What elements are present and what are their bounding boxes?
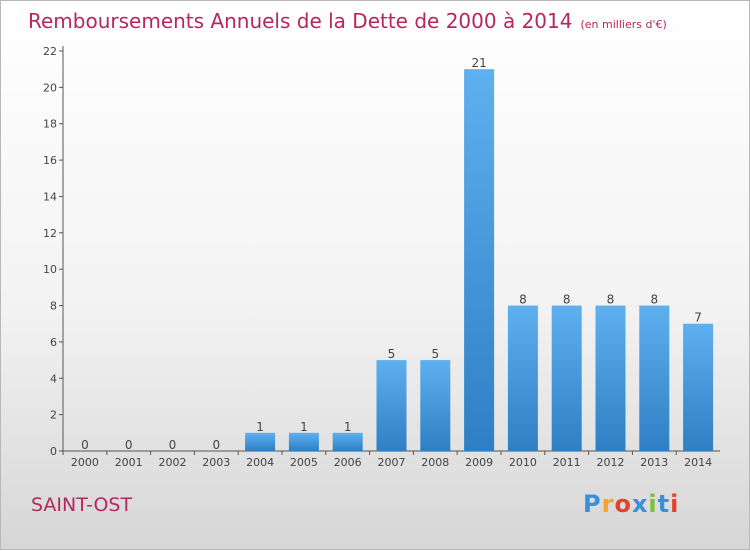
bar-value-label: 1 [300,420,308,434]
bar-value-label: 0 [169,438,177,452]
x-tick-label: 2013 [640,456,668,469]
x-tick-label: 2009 [465,456,493,469]
bar-value-label: 8 [607,293,615,307]
x-tick-label: 2000 [71,456,99,469]
y-tick-label: 10 [43,263,57,276]
bar [507,305,538,451]
x-tick-label: 2007 [378,456,406,469]
x-tick-label: 2002 [159,456,187,469]
logo-letter: i [648,490,658,518]
y-tick-label: 16 [43,154,57,167]
x-tick-label: 2011 [553,456,581,469]
x-tick-label: 2008 [421,456,449,469]
x-tick-label: 2003 [202,456,230,469]
place-name: SAINT-OST [31,494,133,516]
y-tick-label: 0 [50,445,57,458]
bar-value-label: 1 [256,420,264,434]
bar [639,305,670,451]
chart-title: Remboursements Annuels de la Dette de 20… [28,9,667,33]
bar-value-label: 7 [694,311,702,325]
bar-value-label: 8 [650,293,658,307]
y-tick-label: 6 [50,336,57,349]
y-tick-label: 8 [50,300,57,313]
logo-letter: P [583,490,602,518]
bar [420,360,451,451]
bar [332,432,363,451]
bar [551,305,582,451]
logo-letter: i [670,490,680,518]
logo-letter: r [601,490,615,518]
x-tick-label: 2004 [246,456,274,469]
y-tick-label: 22 [43,45,57,58]
y-tick-label: 18 [43,118,57,131]
bar-value-label: 8 [519,293,527,307]
y-tick-label: 2 [50,409,57,422]
bar [464,69,495,451]
y-tick-label: 12 [43,227,57,240]
x-tick-label: 2012 [597,456,625,469]
bar-value-label: 5 [388,347,396,361]
x-tick-label: 2006 [334,456,362,469]
x-tick-label: 2005 [290,456,318,469]
bar-value-label: 0 [212,438,220,452]
bar-value-label: 21 [471,56,486,70]
y-tick-label: 20 [43,81,57,94]
proxiti-logo: Proxiti [583,490,679,518]
x-tick-label: 2014 [684,456,712,469]
chart-title-text: Remboursements Annuels de la Dette de 20… [28,9,573,33]
bar [595,305,626,451]
chart-unit: (en milliers d'€) [580,18,667,31]
y-tick-label: 4 [50,372,57,385]
bar-value-label: 5 [431,347,439,361]
bar-value-label: 0 [125,438,133,452]
x-tick-label: 2001 [115,456,143,469]
logo-letter: o [614,490,632,518]
bar-value-label: 8 [563,293,571,307]
bar-value-label: 1 [344,420,352,434]
bar-value-label: 0 [81,438,89,452]
bar [245,432,276,451]
bar [288,432,319,451]
x-tick-label: 2010 [509,456,537,469]
y-tick-label: 14 [43,190,57,203]
bar [683,323,714,451]
logo-letter: x [631,490,649,518]
logo-letter: t [657,490,671,518]
bar [376,360,407,451]
